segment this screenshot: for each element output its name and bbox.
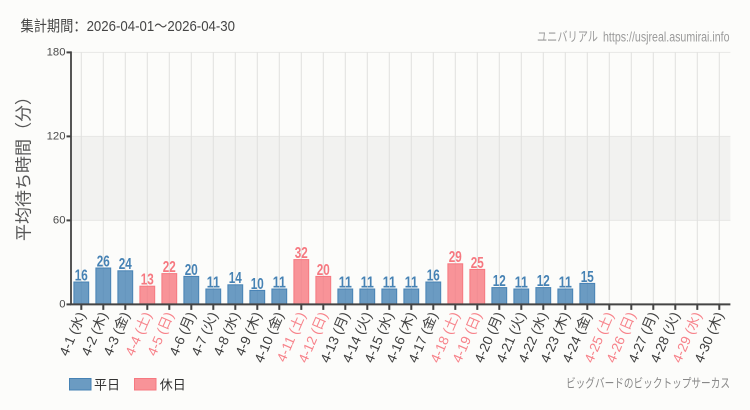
svg-text:11: 11 xyxy=(207,274,220,291)
svg-text:ユニバリアル: ユニバリアル xyxy=(537,30,598,45)
svg-text:12: 12 xyxy=(493,273,506,290)
svg-text:20: 20 xyxy=(317,262,330,279)
svg-text:24: 24 xyxy=(119,256,132,273)
svg-text:120: 120 xyxy=(47,131,66,143)
svg-text:集計期間：2026-04-01～2026-04-30: 集計期間：2026-04-01～2026-04-30 xyxy=(21,18,236,35)
svg-text:11: 11 xyxy=(339,274,352,291)
svg-text:ビッグバードのビックトップサーカス: ビッグバードのビックトップサーカス xyxy=(566,377,730,391)
svg-text:60: 60 xyxy=(53,215,66,227)
svg-text:休日: 休日 xyxy=(160,377,186,392)
svg-text:16: 16 xyxy=(75,267,88,284)
svg-text:11: 11 xyxy=(515,274,528,291)
svg-text:11: 11 xyxy=(405,274,418,291)
svg-text:10: 10 xyxy=(251,276,264,293)
svg-text:26: 26 xyxy=(97,253,110,270)
svg-text:32: 32 xyxy=(295,245,308,262)
svg-text:平日: 平日 xyxy=(94,377,120,392)
svg-text:16: 16 xyxy=(427,267,440,284)
svg-text:11: 11 xyxy=(361,274,374,291)
svg-text:12: 12 xyxy=(537,273,550,290)
svg-text:20: 20 xyxy=(185,262,198,279)
svg-text:25: 25 xyxy=(471,255,484,272)
svg-text:https://usjreal.asumirai.info: https://usjreal.asumirai.info xyxy=(603,30,730,45)
svg-text:13: 13 xyxy=(141,272,154,289)
svg-text:180: 180 xyxy=(47,47,66,59)
svg-text:0: 0 xyxy=(59,299,65,311)
svg-text:15: 15 xyxy=(581,269,594,286)
svg-text:22: 22 xyxy=(163,259,176,276)
svg-text:11: 11 xyxy=(273,274,286,291)
svg-text:11: 11 xyxy=(383,274,396,291)
svg-text:29: 29 xyxy=(449,249,462,266)
svg-text:11: 11 xyxy=(559,274,572,291)
svg-text:平均待ち時間（分）: 平均待ち時間（分） xyxy=(15,88,34,241)
svg-text:14: 14 xyxy=(229,270,242,287)
